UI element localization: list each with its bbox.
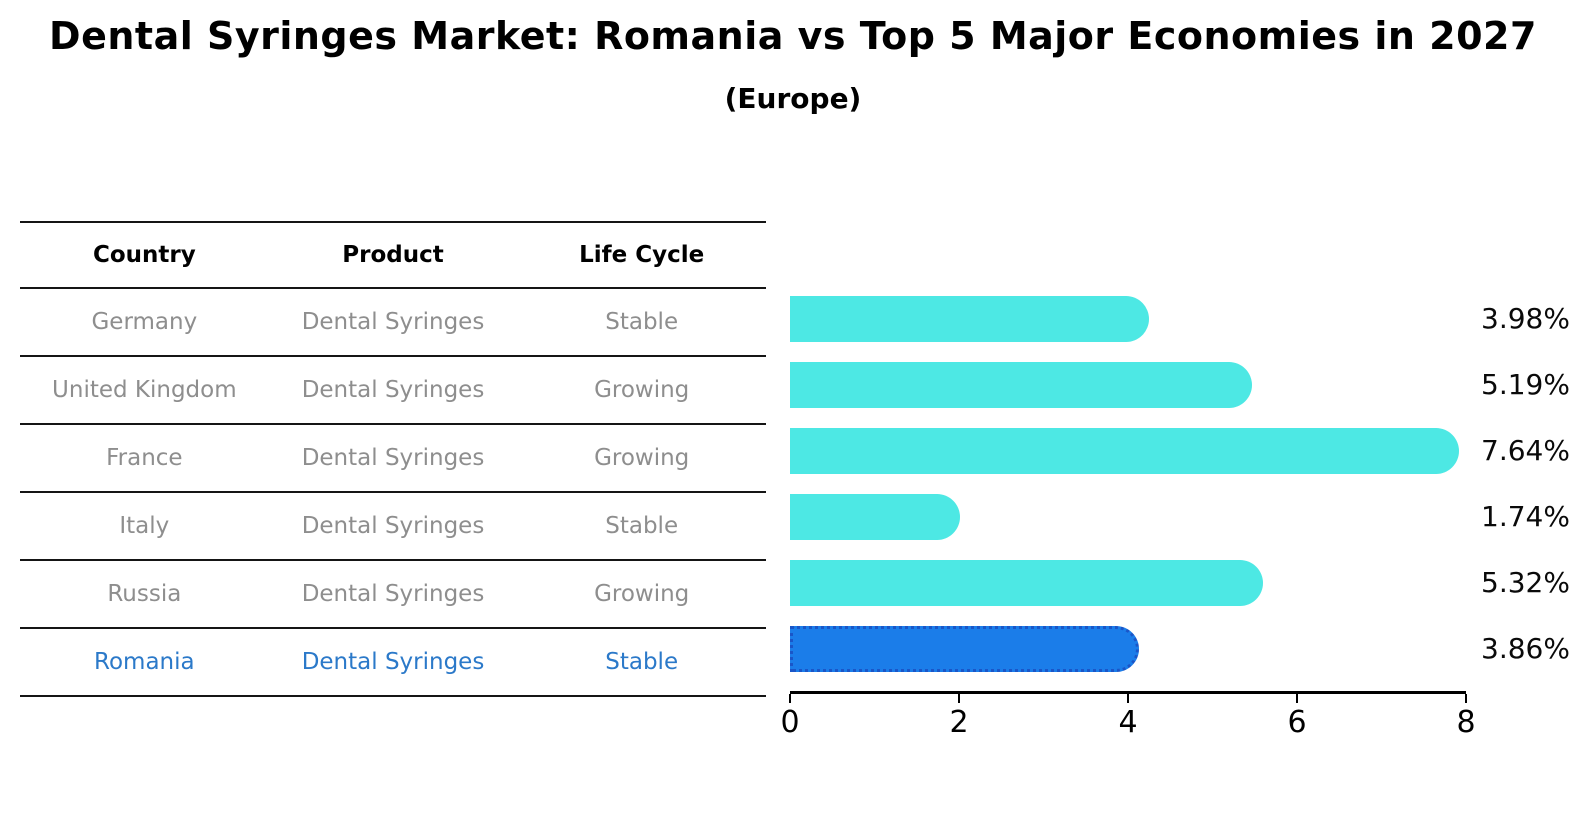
cell-life-cycle: Stable	[605, 649, 679, 675]
cell-life-cycle: Growing	[594, 377, 690, 403]
bar-value-labels: 3.98% 5.19% 7.64% 1.74% 5.32% 3.86%	[1481, 286, 1586, 682]
bar-value-label-romania: 3.86%	[1481, 632, 1570, 665]
cell-product: Dental Syringes	[301, 581, 485, 607]
cell-country: Russia	[107, 581, 182, 607]
x-tick	[958, 694, 960, 703]
table-body: Germany Dental Syringes Stable United Kingd…	[20, 289, 766, 697]
x-tick-label: 2	[949, 705, 969, 740]
table-row-romania: Romania Dental Syringes Stable	[20, 629, 766, 697]
cell-life-cycle: Stable	[605, 309, 679, 335]
bar-value-label-france: 7.64%	[1481, 434, 1570, 467]
cell-life-cycle: Growing	[594, 445, 690, 471]
cell-country: Italy	[119, 513, 170, 539]
x-axis-line	[790, 691, 1466, 694]
cell-country: United Kingdom	[52, 377, 237, 403]
chart-subtitle: (Europe)	[724, 82, 862, 115]
x-axis: 0 2 4 6 8	[780, 691, 1476, 751]
bar-value-label-russia: 5.32%	[1481, 566, 1570, 599]
cell-product: Dental Syringes	[301, 445, 485, 471]
bar-italy	[790, 494, 961, 540]
cell-product: Dental Syringes	[301, 377, 485, 403]
cell-product: Dental Syringes	[301, 649, 485, 675]
cell-country: Germany	[91, 309, 198, 335]
table-header-row: Country Product Life Cycle	[20, 223, 766, 289]
chart-title: Dental Syringes Market: Romania vs Top 5…	[49, 14, 1537, 58]
bar-value-label-italy: 1.74%	[1481, 500, 1570, 533]
cell-life-cycle: Growing	[594, 581, 690, 607]
x-tick-label: 8	[1456, 705, 1476, 740]
cell-country: France	[106, 445, 183, 471]
bar-germany	[790, 296, 1150, 342]
x-tick	[1296, 694, 1298, 703]
x-tick	[1465, 694, 1467, 703]
comparison-table: Country Product Life Cycle Germany Dental…	[20, 221, 766, 697]
bar-value-label-united-kingdom: 5.19%	[1481, 368, 1570, 401]
table-row-united-kingdom: United Kingdom Dental Syringes Growing	[20, 357, 766, 425]
x-tick-label: 4	[1118, 705, 1138, 740]
bar-romania	[790, 626, 1140, 672]
table-row-italy: Italy Dental Syringes Stable	[20, 493, 766, 561]
cell-country: Romania	[94, 649, 195, 675]
bar-france	[790, 428, 1459, 474]
x-tick-label: 6	[1287, 705, 1307, 740]
x-tick	[789, 694, 791, 703]
bar-united-kingdom	[790, 362, 1252, 408]
bar-russia	[790, 560, 1263, 606]
cell-product: Dental Syringes	[301, 309, 485, 335]
column-header-product: Product	[342, 242, 444, 268]
table-row-france: France Dental Syringes Growing	[20, 425, 766, 493]
table-row-russia: Russia Dental Syringes Growing	[20, 561, 766, 629]
x-tick-label: 0	[780, 705, 800, 740]
table-row-germany: Germany Dental Syringes Stable	[20, 289, 766, 357]
x-tick	[1127, 694, 1129, 703]
cell-product: Dental Syringes	[301, 513, 485, 539]
bar-chart-plot-area	[790, 286, 1466, 682]
bar-value-label-germany: 3.98%	[1481, 302, 1570, 335]
column-header-lifecycle: Life Cycle	[579, 242, 705, 268]
column-header-country: Country	[92, 242, 196, 268]
cell-life-cycle: Stable	[605, 513, 679, 539]
